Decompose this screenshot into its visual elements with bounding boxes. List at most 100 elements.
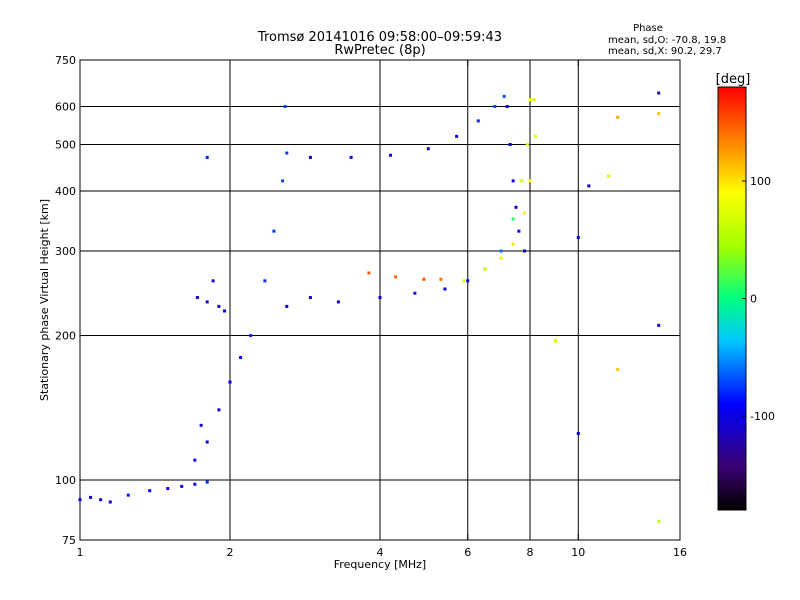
scatter-point — [283, 105, 287, 109]
scatter-point — [483, 267, 487, 271]
y-tick-label: 600 — [55, 101, 76, 114]
phase-box-line2: mean, sd,X: 90.2, 29.7 — [608, 46, 722, 57]
scatter-point — [394, 275, 398, 279]
colorbar-label: [deg] — [716, 72, 751, 87]
scatter-point — [166, 487, 170, 491]
scatter-point — [193, 458, 197, 462]
x-tick-label: 2 — [227, 546, 234, 559]
scatter-point — [517, 229, 521, 233]
y-tick-label: 400 — [55, 185, 76, 198]
colorbar-tick-label: -100 — [750, 410, 775, 423]
x-tick-label: 10 — [571, 546, 585, 559]
scatter-point — [657, 519, 661, 523]
scatter-point — [607, 174, 611, 178]
scatter-point — [199, 423, 203, 427]
grid-lines — [80, 60, 680, 540]
scatter-point — [422, 277, 426, 281]
scatter-point — [336, 300, 340, 304]
scatter-point — [108, 500, 112, 504]
scatter-point — [616, 367, 620, 371]
colorbar-tick-label: 0 — [750, 293, 757, 306]
scatter-point — [511, 242, 515, 246]
scatter-point — [205, 300, 209, 304]
scatter-point — [493, 105, 497, 109]
scatter-point — [308, 155, 312, 159]
scatter-point — [657, 112, 661, 116]
chart-subtitle: RwPretec (8p) — [334, 43, 425, 58]
y-tick-label: 300 — [55, 245, 76, 258]
x-tick-label: 16 — [673, 546, 687, 559]
y-tick-label: 75 — [62, 534, 76, 547]
scatter-point — [508, 143, 512, 147]
scatter-point — [78, 498, 82, 502]
scatter-point — [228, 380, 232, 384]
scatter-point — [349, 155, 353, 159]
scatter-point — [205, 155, 209, 159]
scatter-point — [378, 296, 382, 300]
scatter-point — [367, 271, 371, 275]
scatter-point — [528, 179, 532, 183]
scatter-point — [99, 498, 103, 502]
scatter-point — [514, 205, 518, 209]
scatter-point — [180, 484, 184, 488]
scatter-point — [285, 304, 289, 308]
y-axis-label: Stationary phase Virtual Height [km] — [38, 199, 51, 401]
scatter-point — [553, 339, 557, 343]
scatter-point — [426, 147, 430, 151]
x-tick-label: 1 — [77, 546, 84, 559]
scatter-point — [511, 179, 515, 183]
axis-ticks: 1 2 4 6 8 10 16 75 100 200 300 400 500 600 750 — [55, 54, 687, 559]
scatter-point — [217, 408, 221, 412]
scatter-point — [499, 256, 503, 260]
chart-title: Tromsø 20141016 09:58:00–09:59:43 — [257, 30, 502, 45]
x-axis-label: Frequency [MHz] — [334, 558, 426, 571]
x-tick-label: 6 — [464, 546, 471, 559]
phase-box-title: Phase — [633, 23, 663, 34]
x-tick-label: 4 — [377, 546, 384, 559]
scatter-point — [505, 105, 509, 109]
scatter-point — [195, 296, 199, 300]
scatter-point — [532, 98, 536, 102]
y-tick-label: 750 — [55, 54, 76, 67]
scatter-point — [455, 134, 459, 138]
scatter-point — [587, 184, 591, 188]
scatter-point — [439, 277, 443, 281]
scatter-point — [205, 480, 209, 484]
scatter-point — [466, 279, 470, 283]
scatter-point — [211, 279, 215, 283]
scatter-point — [576, 432, 580, 436]
scatter-point — [533, 134, 537, 138]
scatter-point — [520, 179, 524, 183]
y-tick-label: 200 — [55, 330, 76, 343]
scatter-point — [223, 309, 227, 313]
scatter-point — [281, 179, 285, 183]
colorbar — [717, 86, 747, 511]
scatter-point — [616, 115, 620, 119]
scatter-point — [443, 287, 447, 291]
scatter-point — [193, 482, 197, 486]
phase-box-line1: mean, sd,O: -70.8, 19.8 — [608, 35, 726, 46]
scatter-point — [525, 143, 529, 147]
scatter-points — [78, 91, 661, 523]
scatter-point — [126, 493, 130, 497]
scatter-point — [511, 217, 515, 221]
scatter-point — [89, 495, 93, 499]
scatter-point — [389, 153, 393, 157]
y-tick-label: 100 — [55, 474, 76, 487]
scatter-point — [308, 296, 312, 300]
colorbar-tick-label: 100 — [750, 175, 771, 188]
scatter-point — [217, 304, 221, 308]
x-tick-label: 8 — [527, 546, 534, 559]
scatter-point — [528, 98, 532, 102]
scatter-point — [205, 440, 209, 444]
scatter-point — [148, 489, 152, 493]
scatter-point — [576, 236, 580, 240]
scatter-point — [285, 151, 289, 155]
scatter-point — [249, 334, 253, 338]
scatter-point — [272, 229, 276, 233]
scatter-point — [657, 91, 661, 95]
scatter-point — [523, 249, 527, 253]
scatter-point — [413, 291, 417, 295]
scatter-point — [263, 279, 267, 283]
